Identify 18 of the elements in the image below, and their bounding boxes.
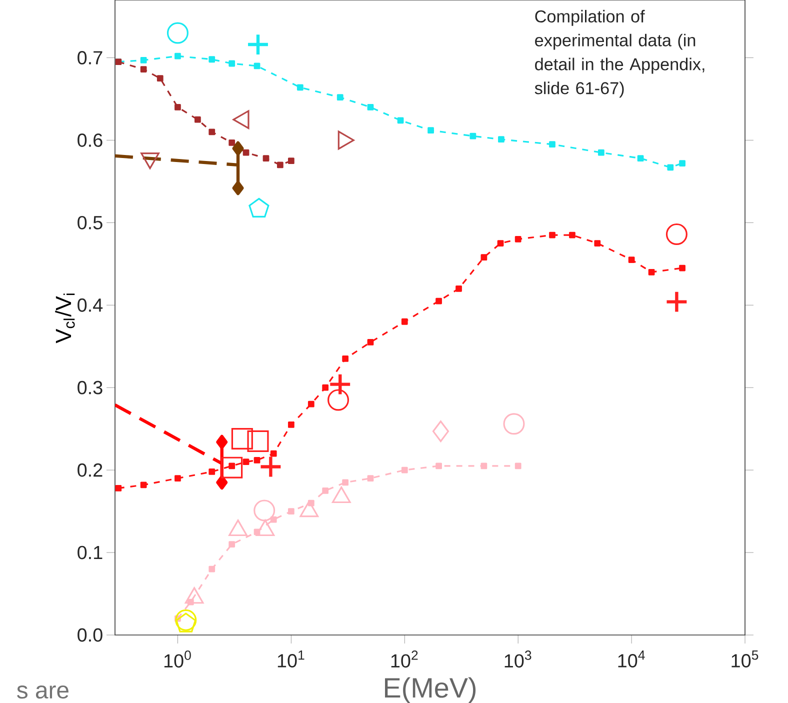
y-tick-label: 0.6 bbox=[78, 133, 102, 147]
y-tick-label: 0.3 bbox=[78, 380, 102, 394]
x-tick-label: 10$^{4}$ bbox=[618, 650, 645, 668]
x-tick-label: 10$^{2}$ bbox=[391, 650, 418, 668]
y-tick-label: 0.7 bbox=[78, 51, 102, 64]
y-tick-label: 0.1 bbox=[78, 546, 102, 560]
y-tick-label: 0.4 bbox=[78, 298, 103, 312]
x-tick-label: 10$^{3}$ bbox=[504, 650, 532, 668]
x-tick-label: 10$^{0}$ bbox=[164, 650, 191, 668]
y-tick-label: 0.2 bbox=[78, 463, 102, 477]
x-tick-label: 10$^{5}$ bbox=[732, 650, 758, 668]
x-axis-title: E(MeV) bbox=[385, 677, 476, 703]
y-tick-label: 0.0 bbox=[78, 628, 102, 642]
annotation: Compilation of experimental data (in detail in the Appendix, slide 61-67) bbox=[534, 10, 704, 98]
y-axis-title: V$_{cl}$/V$_{i}$ bbox=[55, 294, 75, 344]
text: s are bbox=[17, 685, 68, 699]
y-tick-label: 0.5 bbox=[78, 216, 102, 230]
x-tick-label: 10$^{1}$ bbox=[278, 650, 304, 668]
